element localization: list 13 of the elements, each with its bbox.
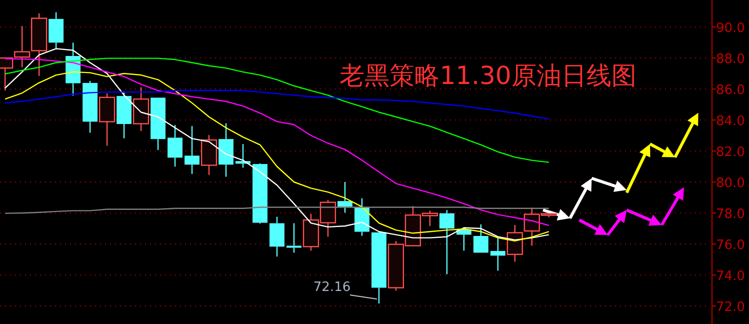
y-tick-label: 76.0: [716, 238, 745, 254]
y-tick-label: 88.0: [716, 52, 745, 67]
y-tick-label: 74.0: [716, 269, 745, 284]
annotation: 72.16: [313, 280, 351, 295]
y-tick-label: 72.0: [716, 300, 745, 316]
y-tick-label: 82.0: [716, 144, 745, 160]
y-tick-label: 78.0: [716, 207, 745, 222]
text: 老黑策略11.30原油日线图: [340, 61, 636, 90]
y-tick-label: 90.0: [716, 20, 745, 36]
line-series: [4, 90, 550, 120]
y-tick-label: 86.0: [716, 82, 745, 98]
y-tick-label: 80.0: [716, 176, 745, 191]
y-tick-label: 84.0: [716, 114, 745, 129]
